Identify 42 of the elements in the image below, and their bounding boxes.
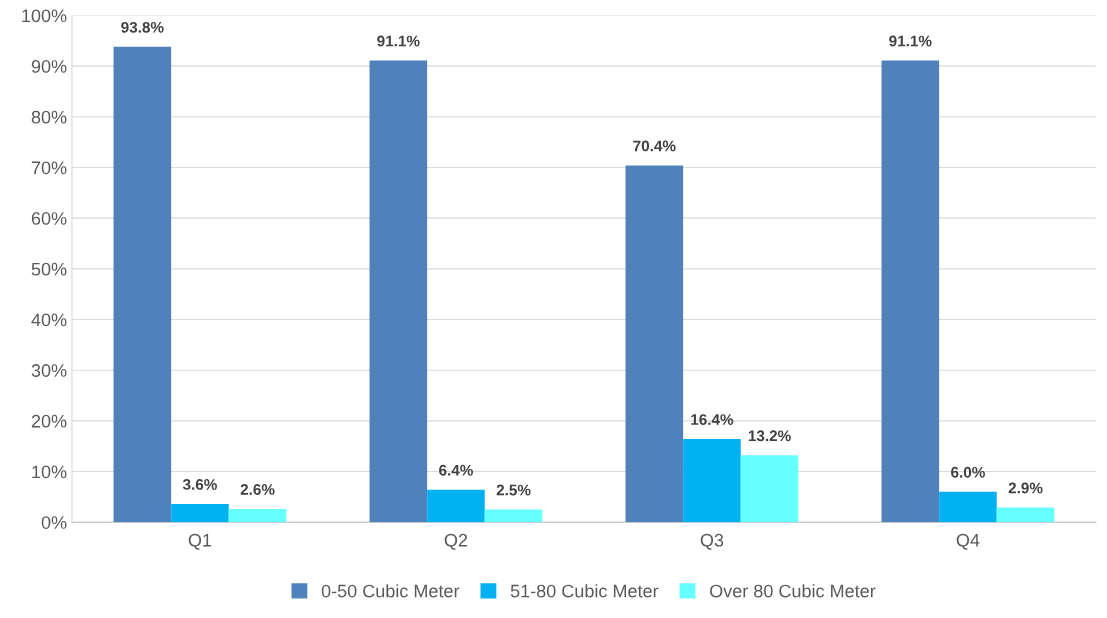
data-label: 3.6% (182, 479, 217, 490)
y-tick-label: 40% (31, 313, 67, 327)
data-label: 70.4% (633, 140, 676, 152)
bar (939, 491, 997, 523)
y-tick-label: 30% (31, 364, 67, 377)
x-tick-label: Q4 (956, 533, 980, 550)
data-label: 6.4% (439, 464, 473, 476)
data-label: 93.8% (121, 21, 164, 33)
y-tick-label: 60% (31, 212, 67, 225)
bar (484, 509, 543, 523)
bar (171, 503, 229, 523)
y-tick-label: 70% (31, 161, 67, 175)
data-label: 2.6% (240, 484, 275, 495)
bar (369, 60, 428, 523)
data-label: 2.5% (496, 484, 531, 496)
legend-label: 0-50 Cubic Meter (321, 584, 460, 598)
bar (427, 489, 485, 523)
data-label: 91.1% (377, 35, 420, 47)
data-label: 91.1% (889, 35, 932, 47)
y-tick-label: 80% (31, 110, 67, 124)
y-tick-label: 0% (41, 516, 67, 529)
legend-label: Over 80 Cubic Meter (710, 584, 876, 598)
x-tick-label: Q2 (444, 533, 468, 550)
y-tick-label: 20% (31, 414, 67, 428)
bar (683, 439, 741, 523)
bar (996, 507, 1055, 523)
data-label: 2.9% (1008, 482, 1043, 494)
y-tick-label: 100% (22, 9, 67, 23)
bar (740, 455, 799, 523)
bar (228, 509, 287, 523)
y-tick-label: 10% (32, 465, 67, 479)
bar (113, 46, 172, 523)
x-tick-label: Q3 (700, 533, 724, 550)
data-label: 16.4% (691, 414, 734, 425)
bar (881, 60, 940, 523)
data-label: 6.0% (951, 466, 985, 478)
data-label: 13.2% (748, 430, 791, 442)
bar (625, 165, 684, 523)
legend-label: 51-80 Cubic Meter (510, 584, 659, 598)
x-tick-label: Q1 (188, 533, 212, 550)
y-tick-label: 90% (31, 60, 67, 73)
y-tick-label: 50% (31, 262, 67, 276)
